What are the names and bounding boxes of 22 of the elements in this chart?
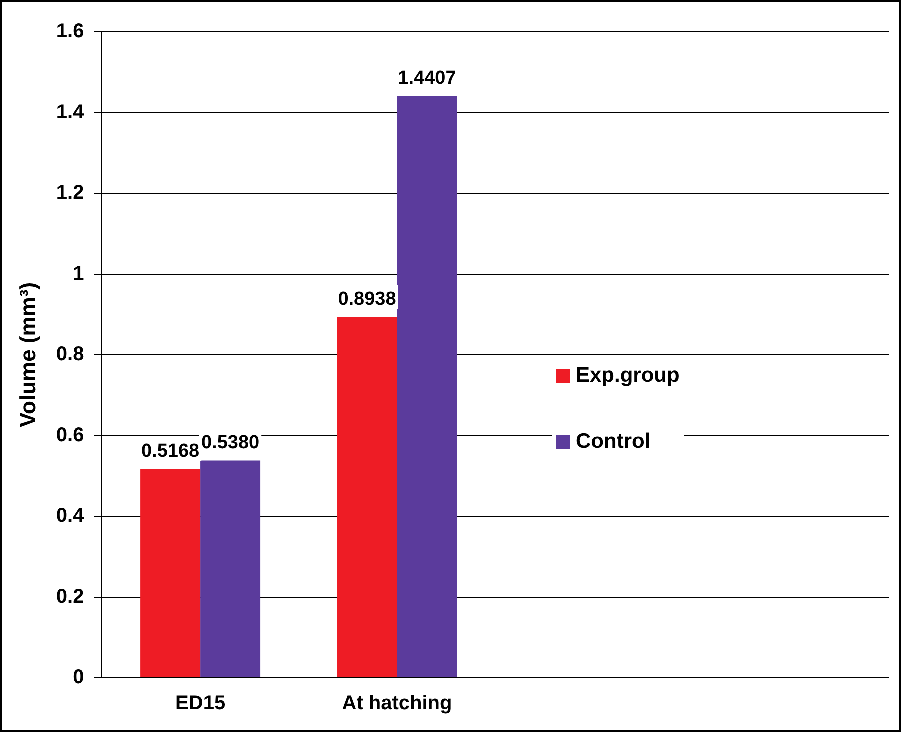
bar	[337, 317, 398, 678]
y-tick-label: 0.6	[56, 424, 84, 446]
data-label: 0.5380	[201, 432, 260, 454]
bar	[397, 96, 458, 678]
x-tick-label: At hatching	[342, 692, 452, 715]
data-label: 1.4407	[398, 68, 456, 90]
y-tick-label: 1	[73, 262, 84, 285]
legend-label: Exp.group	[576, 364, 680, 388]
y-tick-label: 0.8	[56, 344, 84, 366]
y-tick-label: 0	[73, 666, 84, 689]
legend-label: Control	[576, 430, 651, 454]
y-axis-title: Volume (mm³)	[15, 282, 40, 428]
y-tick-label: 1.2	[56, 182, 84, 204]
x-tick-label: ED15	[176, 692, 226, 715]
data-label: 0.5168	[141, 441, 200, 462]
y-tick-label: 1.4	[56, 101, 86, 124]
data-label: 0.8938	[338, 288, 396, 310]
y-tick-label: 0.4	[56, 505, 86, 528]
bar	[140, 469, 201, 678]
y-tick-label: 0.2	[56, 586, 84, 608]
bar	[200, 460, 261, 678]
y-tick-label: 1.6	[56, 20, 84, 43]
